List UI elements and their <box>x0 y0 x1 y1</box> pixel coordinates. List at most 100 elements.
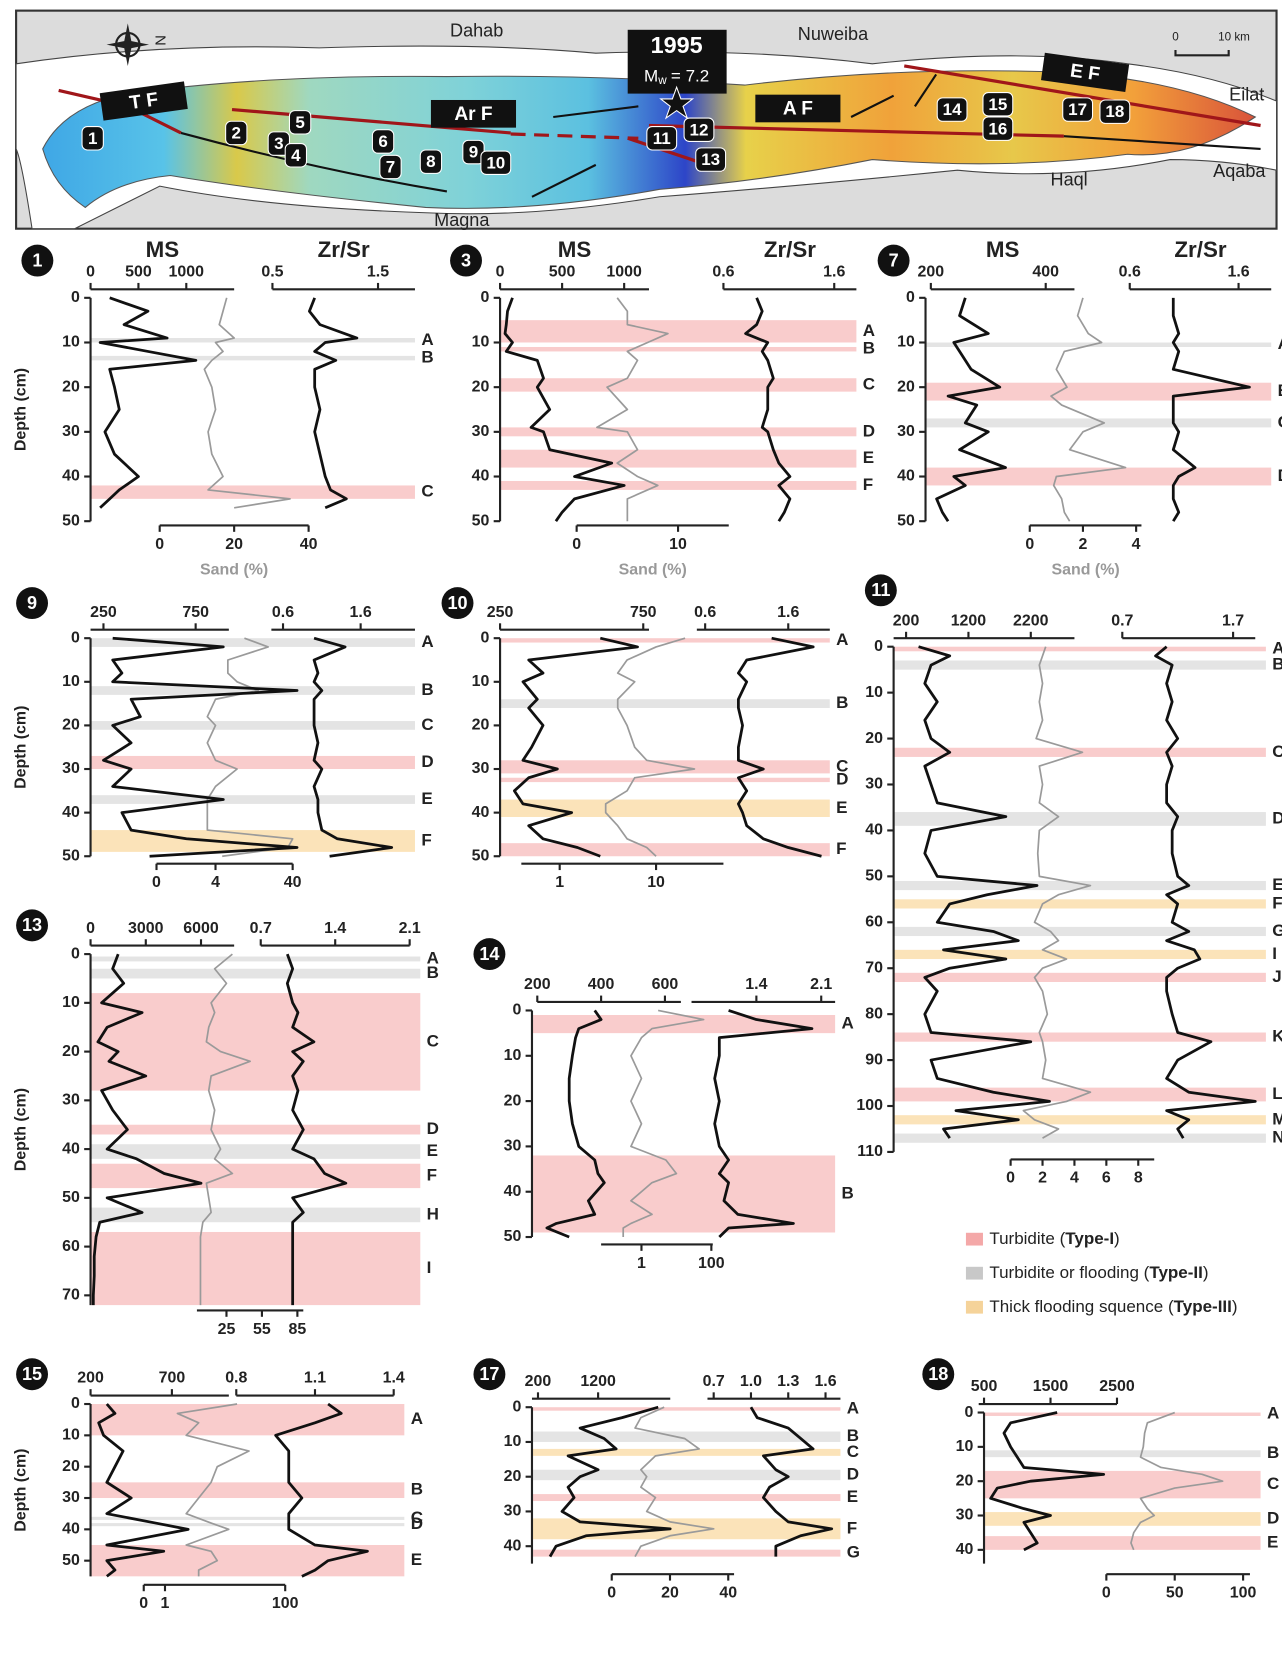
event-band <box>532 1155 835 1232</box>
panel-number: 10 <box>447 593 467 613</box>
y-axis-label: Depth (cm) <box>13 706 30 789</box>
y-tick-label: 40 <box>897 468 915 485</box>
ms-tick-label: 2500 <box>1099 1378 1135 1395</box>
zr-tick-label: 0.5 <box>261 264 283 281</box>
legend-text: Turbidite ( <box>989 1229 1065 1248</box>
sand-tick-label: 40 <box>284 874 302 891</box>
event-label: A <box>421 632 433 651</box>
event-label: D <box>836 769 848 788</box>
y-tick-label: 20 <box>62 1043 80 1060</box>
site-label: 4 <box>291 146 301 165</box>
site-label: 6 <box>378 132 387 151</box>
y-tick-label: 0 <box>71 629 80 646</box>
y-tick-label: 10 <box>865 684 883 701</box>
y-tick-label: 0 <box>481 629 490 646</box>
event-label: C <box>1272 742 1282 761</box>
event-label: E <box>411 1550 422 1569</box>
city-label: Dahab <box>450 21 503 41</box>
event-label: H <box>427 1204 439 1223</box>
y-tick-label: 30 <box>62 423 80 440</box>
event-label: M <box>1272 1109 1282 1128</box>
event-band <box>532 1550 840 1557</box>
legend-type: Type-III <box>1174 1297 1232 1316</box>
city-label: Aqaba <box>1213 161 1266 181</box>
event-band <box>91 1208 421 1223</box>
y-tick-label: 10 <box>472 334 490 351</box>
ms-tick-label: 0 <box>496 264 505 281</box>
y-tick-label: 40 <box>472 804 490 821</box>
y-tick-label: 40 <box>504 1537 522 1554</box>
scale-label: 0 <box>1172 30 1179 43</box>
sand-tick-label: 100 <box>698 1255 725 1272</box>
site-label: 2 <box>232 124 241 143</box>
fault-label: A F <box>783 99 813 120</box>
panel-number: 11 <box>871 580 890 600</box>
zr-tick-label: 1.6 <box>823 264 845 281</box>
y-tick-label: 40 <box>62 468 80 485</box>
core-panel: ABCDEFG0102030402001200020400.71.01.31.6… <box>473 1358 860 1601</box>
core-panel: ABCD01020304050200400MS024Sand (%)0.61.6… <box>878 237 1282 578</box>
ms-tick-label: 2200 <box>1013 612 1049 629</box>
event-label: B <box>411 1480 423 1499</box>
site-label: 5 <box>295 113 304 132</box>
event-label: E <box>1267 1532 1278 1551</box>
event-label: D <box>411 1514 423 1533</box>
site-label: 14 <box>943 100 962 119</box>
panel-number: 3 <box>461 250 471 270</box>
sand-tick-label: 25 <box>218 1321 236 1338</box>
zr-tick-label: 2.1 <box>399 920 421 937</box>
y-tick-label: 30 <box>472 423 490 440</box>
event-band <box>91 830 415 852</box>
y-tick-label: 60 <box>865 914 883 931</box>
site-label: 9 <box>469 143 478 162</box>
magnitude-value: = 7.2 <box>671 66 709 85</box>
sand-tick-label: 0 <box>152 874 161 891</box>
sand-curve <box>606 638 695 856</box>
event-band <box>91 1482 405 1498</box>
legend-text: Thick flooding squence ( <box>989 1297 1174 1316</box>
y-tick-label: 20 <box>62 1458 80 1475</box>
y-tick-label: 50 <box>865 868 883 885</box>
event-label: A <box>847 1398 859 1417</box>
ms-tick-label: 750 <box>630 604 657 621</box>
sand-tick-label: 2 <box>1038 1170 1047 1187</box>
event-label: F <box>863 475 873 494</box>
zr-tick-label: 1.4 <box>324 920 346 937</box>
y-tick-label: 0 <box>71 1395 80 1412</box>
y-tick-label: 60 <box>62 1238 80 1255</box>
ms-tick-label: 0 <box>86 920 95 937</box>
event-label: F <box>427 1165 437 1184</box>
site-label: 15 <box>988 95 1007 114</box>
event-label: E <box>421 789 432 808</box>
event-band <box>894 973 1266 982</box>
fault-label-group: Ar F <box>431 100 516 128</box>
site-label: 18 <box>1105 102 1124 121</box>
sand-tick-label: 100 <box>272 1595 299 1612</box>
core-panel: ABCDE0102030405001500250005010018 <box>922 1358 1279 1601</box>
zr-curve <box>1156 647 1256 1138</box>
ms-tick-label: 1500 <box>1033 1378 1069 1395</box>
sand-tick-label: 1 <box>161 1595 170 1612</box>
legend-swatch <box>966 1233 983 1246</box>
event-band <box>532 1494 840 1501</box>
event-label: D <box>847 1464 859 1483</box>
event-year: 1995 <box>651 32 703 58</box>
event-label: B <box>1278 381 1282 400</box>
event-label: B <box>421 680 433 699</box>
sand-tick-label: 40 <box>719 1585 737 1602</box>
event-band <box>500 778 830 782</box>
y-tick-label: 10 <box>62 994 80 1011</box>
event-label: D <box>421 752 433 771</box>
event-band <box>500 481 856 490</box>
event-label: D <box>863 421 875 440</box>
sand-curve <box>207 638 292 856</box>
zr-tick-label: 1.1 <box>304 1370 326 1387</box>
zr-tick-label: 1.0 <box>740 1373 762 1390</box>
event-band <box>894 812 1266 826</box>
event-label: B <box>427 963 439 982</box>
event-band <box>91 993 421 1091</box>
y-tick-label: 50 <box>62 1552 80 1569</box>
event-band <box>894 927 1266 936</box>
